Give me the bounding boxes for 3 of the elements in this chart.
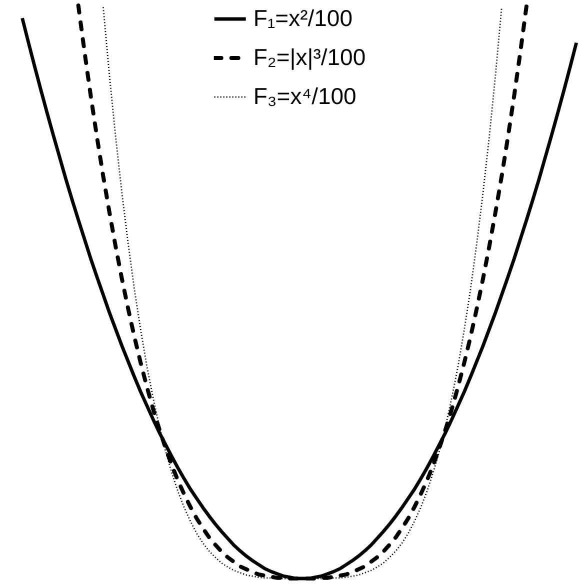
legend-label: F₂=|x|³/100 <box>253 44 366 71</box>
legend-label: F₃=x⁴/100 <box>253 83 356 110</box>
legend-label: F₁=x²/100 <box>253 5 353 32</box>
